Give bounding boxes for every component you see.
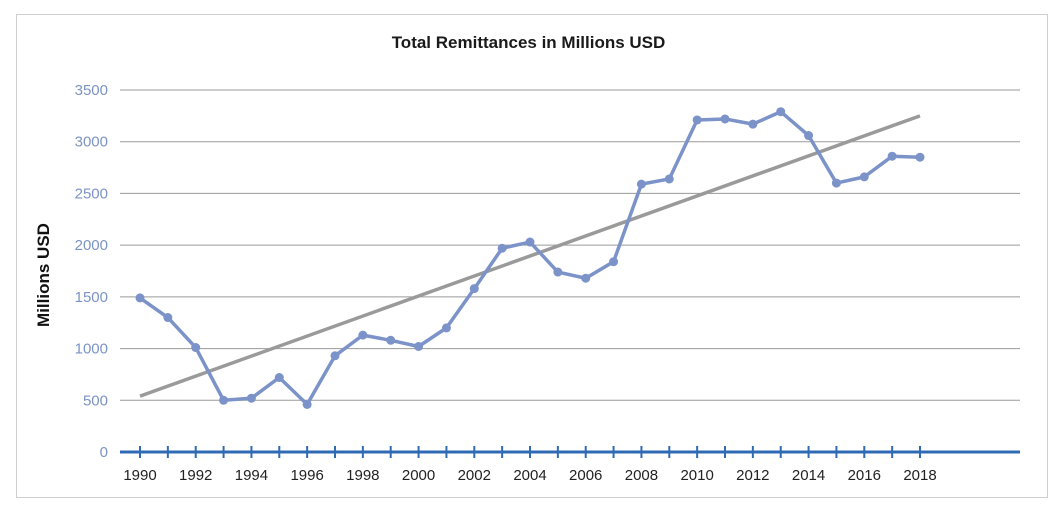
x-tick-label: 1996 [290, 467, 323, 484]
y-tick-label: 1000 [75, 341, 108, 358]
data-point [720, 114, 730, 124]
data-point [191, 343, 201, 353]
data-point [414, 342, 424, 352]
y-tick-label: 3000 [75, 134, 108, 151]
data-point [804, 131, 814, 141]
x-tick-label: 2014 [792, 467, 825, 484]
data-point [135, 293, 145, 303]
x-tick-label: 2006 [569, 467, 602, 484]
data-point [302, 399, 312, 409]
y-tick-label: 500 [83, 392, 108, 409]
data-point [887, 151, 897, 161]
x-tick-label: 2008 [625, 467, 658, 484]
data-point [274, 373, 284, 383]
data-point [386, 335, 396, 345]
series-group [135, 107, 925, 409]
y-tick-label: 0 [100, 444, 108, 461]
data-point [748, 119, 758, 129]
trendline [139, 114, 921, 398]
x-tick-label: 2018 [903, 467, 936, 484]
y-tick-label: 2000 [75, 237, 108, 254]
data-point [664, 174, 674, 184]
data-point [525, 237, 535, 247]
y-tick-label: 1500 [75, 289, 108, 306]
x-axis: 1990 1992 1994 1996 1998 2000 2002 2004 2006 2008… [120, 446, 1020, 484]
y-tick-label: 2500 [75, 185, 108, 202]
x-tick-label: 1990 [123, 467, 156, 484]
y-tick-label: 3500 [75, 82, 108, 99]
x-tick-label: 2016 [848, 467, 881, 484]
x-tick-label: 2012 [736, 467, 769, 484]
x-tick-label: 2004 [513, 467, 546, 484]
x-tick-label: 2002 [458, 467, 491, 484]
data-point [581, 273, 591, 283]
gridlines [120, 89, 1020, 401]
data-point [859, 172, 869, 182]
data-point [497, 243, 507, 253]
data-point [163, 313, 173, 323]
data-point [831, 178, 841, 188]
trendline-group [139, 114, 921, 398]
x-tick-label: 1992 [179, 467, 212, 484]
data-point [469, 284, 479, 294]
x-tick-label: 2010 [680, 467, 713, 484]
data-point [609, 257, 619, 267]
data-point [553, 267, 563, 277]
data-point [692, 115, 702, 125]
x-tick-label: 1994 [235, 467, 268, 484]
data-point [636, 179, 646, 189]
data-point [441, 323, 451, 333]
data-point [219, 395, 229, 405]
series-line [138, 109, 921, 407]
data-point [915, 152, 925, 162]
x-tick-label: 2000 [402, 467, 435, 484]
y-axis-ticks: 0 500 1000 1500 2000 2500 3000 3500 [75, 82, 108, 461]
data-point [358, 330, 368, 340]
data-point [246, 393, 256, 403]
chart-title: Total Remittances in Millions USD [391, 33, 666, 52]
data-point [330, 351, 340, 361]
x-tick-label: 1998 [346, 467, 379, 484]
data-point [776, 107, 786, 117]
